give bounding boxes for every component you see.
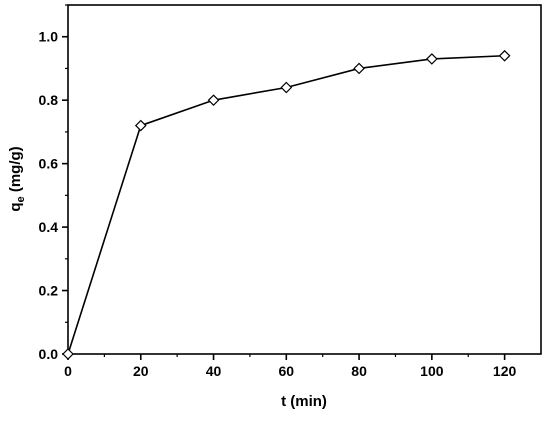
y-tick-label: 0.6 [39,156,59,172]
data-point-marker [207,94,220,107]
y-tick-label: 0.0 [39,346,59,362]
y-axis-title: qe (mg/g) [7,146,27,211]
x-tick-label: 80 [351,363,367,379]
x-tick-label: 100 [420,363,444,379]
x-tick-label: 120 [493,363,517,379]
y-axis: 0.0 0.2 0.4 0.6 0.8 1.0 [39,4,68,362]
series-layer [62,49,511,360]
data-point-marker [62,348,74,360]
y-axis-title-main: q [7,202,24,211]
x-tick-label: 40 [206,363,222,379]
data-point-marker [498,49,511,62]
x-tick-label: 60 [279,363,295,379]
data-point-marker [280,81,293,94]
x-tick-label: 0 [64,363,72,379]
y-tick-label: 0.2 [39,283,59,299]
series-line [67,54,505,355]
y-tick-label: 1.0 [39,29,59,45]
data-point-marker [134,119,147,132]
x-tick-label: 20 [133,363,149,379]
data-point-marker [353,62,365,75]
x-axis: 0 20 40 60 80 100 120 [64,354,517,379]
y-axis-title-subscript: e [15,196,27,202]
x-axis-title: t (min) [281,393,327,410]
data-point-marker [425,53,438,65]
y-tick-label: 0.8 [39,92,59,108]
plot-frame [67,4,542,355]
y-axis-title-unit: (mg/g) [7,146,24,196]
y-tick-label: 0.4 [39,219,59,235]
